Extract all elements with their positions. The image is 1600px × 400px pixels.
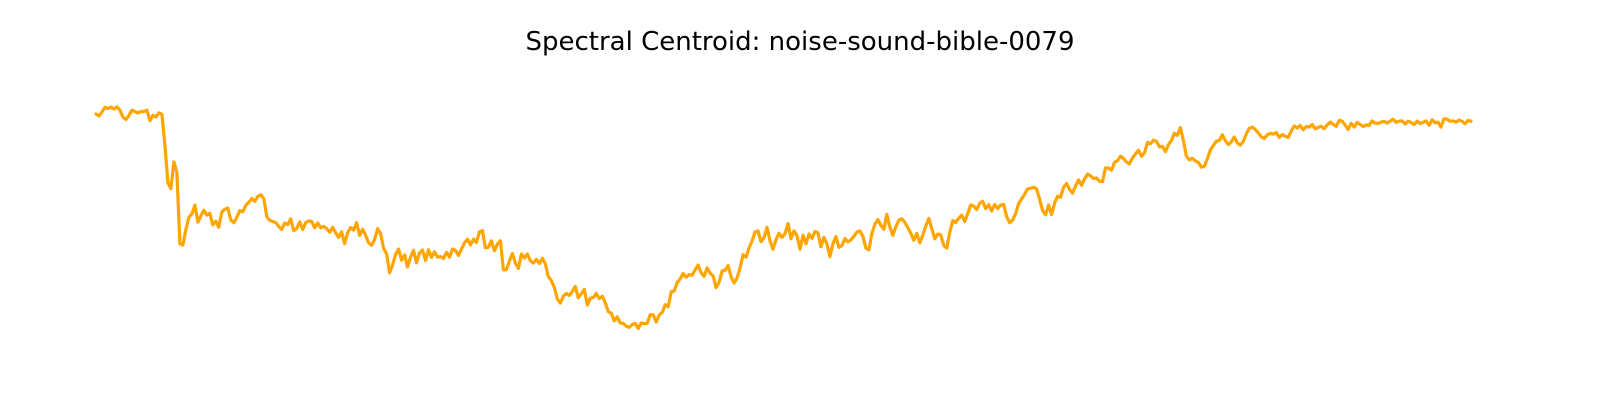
plot-area xyxy=(94,105,1473,331)
series-line-0 xyxy=(94,105,1473,331)
chart-title: Spectral Centroid: noise-sound-bible-007… xyxy=(525,27,1075,57)
